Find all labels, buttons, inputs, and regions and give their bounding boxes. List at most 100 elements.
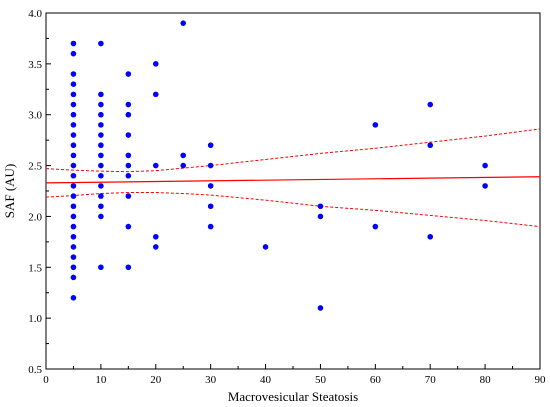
data-point (207, 203, 214, 210)
data-point (70, 254, 77, 260)
data-point (152, 244, 159, 250)
data-point (372, 122, 379, 128)
data-point (98, 40, 104, 47)
data-point (207, 223, 214, 230)
data-point (70, 223, 77, 230)
y-tick-label: 1.0 (28, 313, 42, 325)
data-point (98, 162, 104, 169)
data-point (317, 305, 324, 311)
data-point (427, 101, 434, 108)
data-point (98, 122, 104, 128)
data-point (70, 81, 77, 87)
x-tick-label: 50 (315, 374, 327, 386)
data-point (70, 101, 77, 108)
data-point (98, 264, 104, 271)
data-point (70, 142, 77, 149)
data-point (70, 50, 77, 57)
data-point (125, 172, 132, 179)
data-point (70, 122, 77, 128)
data-point (98, 183, 104, 189)
data-point (125, 264, 132, 271)
data-point (152, 91, 159, 98)
data-point (98, 203, 104, 210)
regression-line-group (45, 176, 541, 184)
data-point (70, 264, 77, 271)
y-tick-label: 0.5 (28, 364, 42, 376)
x-tick-label: 90 (535, 374, 547, 386)
data-point (125, 223, 132, 230)
data-point (125, 71, 132, 77)
x-tick-label: 10 (95, 374, 107, 386)
x-tick-label: 40 (260, 374, 272, 386)
data-point (125, 101, 132, 108)
confidence-upper-line (45, 128, 541, 173)
data-point (70, 172, 77, 179)
data-point (70, 244, 77, 250)
data-point (98, 193, 104, 199)
data-point (98, 132, 104, 138)
x-tick-label: 30 (205, 374, 217, 386)
data-point (70, 203, 77, 210)
data-point (125, 111, 132, 118)
data-point (207, 162, 214, 169)
data-point (70, 152, 77, 159)
data-point (125, 132, 132, 138)
y-tick-label: 2.5 (28, 161, 42, 173)
data-point (98, 172, 104, 179)
regression-line (45, 176, 541, 184)
data-point (125, 152, 132, 159)
data-point (125, 162, 132, 169)
x-tick-label: 20 (150, 374, 162, 386)
x-tick-label: 60 (370, 374, 382, 386)
y-tick-label: 4.0 (28, 8, 42, 20)
data-point (482, 183, 488, 189)
data-point (180, 162, 187, 169)
data-point (98, 91, 104, 98)
data-point (98, 152, 104, 159)
data-point (70, 91, 77, 98)
data-point (262, 244, 269, 250)
data-point (152, 61, 159, 67)
y-tick-label: 2.0 (28, 211, 42, 223)
data-point (427, 233, 434, 240)
data-point (427, 142, 434, 149)
y-tick-label: 3.0 (28, 110, 42, 122)
data-point (317, 203, 324, 210)
y-axis: 0.5 1.0 1.5 2.0 2.5 3.0 3.5 4.0 (28, 8, 51, 376)
data-point (98, 101, 104, 108)
data-point (70, 162, 77, 169)
data-point (70, 295, 77, 301)
data-point (70, 132, 77, 138)
data-point (98, 213, 104, 220)
data-point (180, 20, 187, 26)
data-point (482, 162, 488, 169)
plot-area (45, 12, 541, 370)
data-point (152, 233, 159, 240)
y-tick-label: 3.5 (28, 59, 42, 71)
data-point (70, 213, 77, 220)
data-point (125, 193, 132, 199)
y-axis-title: SAF (AU) (2, 164, 17, 219)
data-point (372, 223, 379, 230)
data-points (70, 20, 488, 311)
data-point (207, 142, 214, 149)
data-point (70, 40, 77, 47)
x-tick-label: 0 (43, 374, 49, 386)
x-tick-label: 70 (425, 374, 437, 386)
data-point (207, 183, 214, 189)
x-axis-title: Macrovesicular Steatosis (228, 389, 358, 404)
data-point (70, 274, 77, 281)
data-point (70, 183, 77, 189)
y-tick-label: 1.5 (28, 262, 42, 274)
data-point (70, 233, 77, 240)
data-point (70, 71, 77, 77)
data-point (70, 111, 77, 118)
data-point (98, 111, 104, 118)
data-point (317, 213, 324, 220)
x-axis: 0 10 20 30 40 50 60 70 80 90 (43, 364, 546, 386)
x-tick-label: 80 (480, 374, 492, 386)
data-point (98, 142, 104, 149)
data-point (70, 193, 77, 199)
data-point (152, 162, 159, 169)
